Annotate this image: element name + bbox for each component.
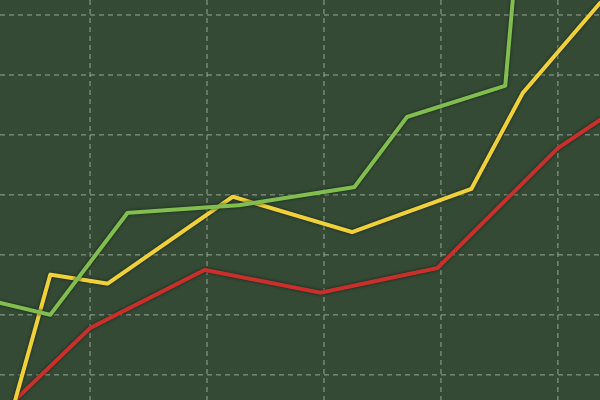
series-line: [13, 117, 600, 400]
series-line: [0, 0, 515, 317]
series-line: [13, 0, 600, 400]
